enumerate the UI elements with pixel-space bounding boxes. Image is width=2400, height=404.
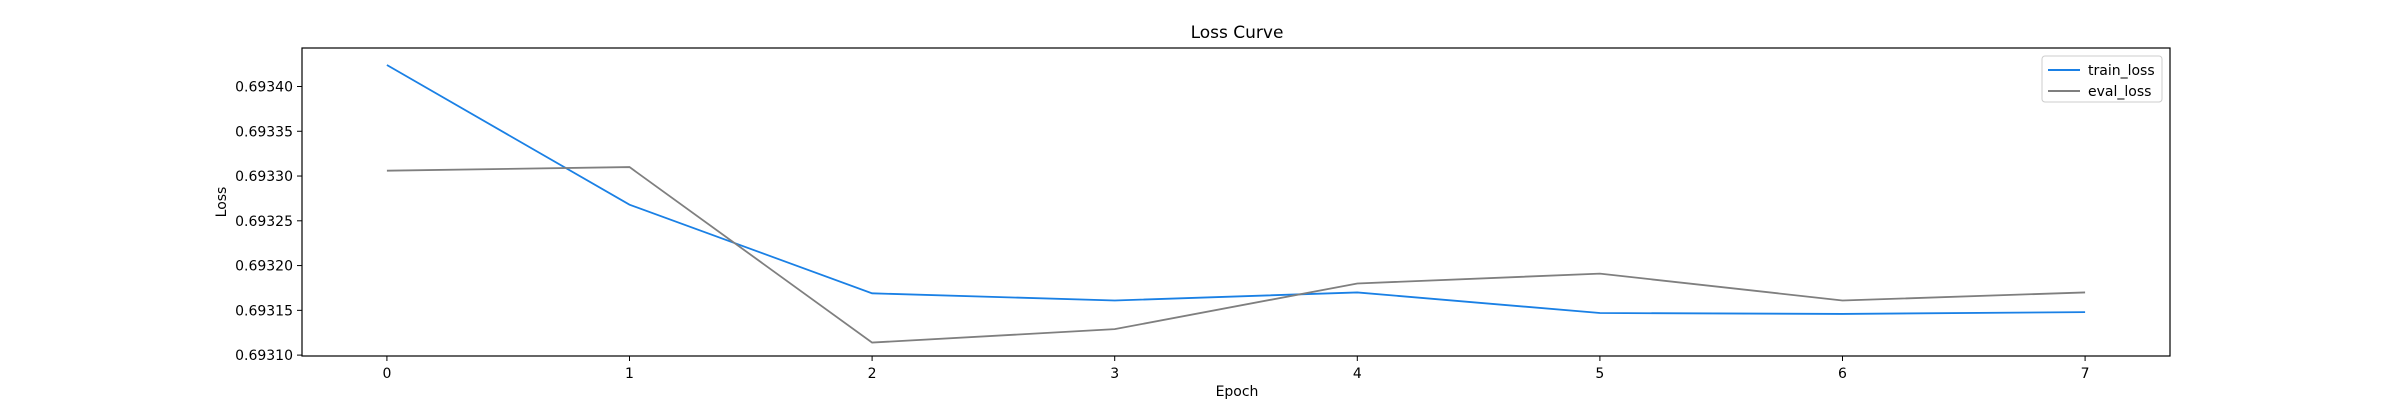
- series-line-eval-loss: [386, 166, 2086, 344]
- y-tick-label: 0.69340: [235, 80, 293, 96]
- y-tick-label: 0.69315: [235, 303, 293, 319]
- x-tick-label: 2: [868, 366, 877, 382]
- y-axis-label: Loss: [214, 187, 230, 218]
- chart-title: Loss Curve: [1191, 23, 1284, 43]
- y-tick-label: 0.69330: [235, 169, 293, 185]
- axis-ticks: 0 1 2 3 4 5 6 7 0.69310 0.69315 0.69320 0.69325 0.69…: [235, 80, 2089, 383]
- legend: train_loss eval_loss: [2041, 55, 2163, 103]
- legend-label: eval_loss: [2088, 84, 2151, 100]
- x-tick-label: 0: [382, 366, 391, 382]
- plot-frame: [301, 47, 2171, 357]
- x-axis-label: Epoch: [1216, 384, 1259, 400]
- x-tick-label: 5: [1595, 366, 1604, 382]
- x-tick-label: 4: [1353, 366, 1362, 382]
- series-lines: [386, 64, 2086, 344]
- x-tick-label: 1: [625, 366, 634, 382]
- x-tick-label: 7: [2081, 366, 2090, 382]
- series-line-train-loss: [386, 64, 2086, 315]
- y-tick-label: 0.69335: [235, 124, 293, 140]
- legend-label: train_loss: [2088, 63, 2155, 79]
- y-tick-label: 0.69310: [235, 348, 293, 364]
- y-tick-label: 0.69320: [235, 259, 293, 275]
- y-tick-label: 0.69325: [235, 214, 293, 230]
- x-tick-label: 6: [1838, 366, 1847, 382]
- x-tick-label: 3: [1110, 366, 1119, 382]
